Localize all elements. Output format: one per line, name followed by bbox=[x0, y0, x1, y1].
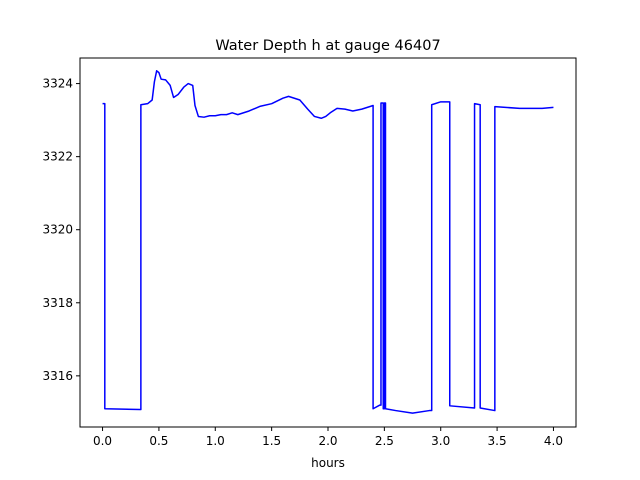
x-tick-label: 1.0 bbox=[206, 434, 225, 448]
y-axis: 3316 3318 3320 3322 3324 bbox=[42, 77, 80, 383]
x-tick-label: 0.0 bbox=[93, 434, 112, 448]
x-tick-label: 0.5 bbox=[149, 434, 168, 448]
x-tick-label: 1.5 bbox=[262, 434, 281, 448]
y-tick-label: 3318 bbox=[42, 296, 73, 310]
x-tick-label: 2.5 bbox=[375, 434, 394, 448]
y-tick-label: 3320 bbox=[42, 223, 73, 237]
x-tick-label: 3.5 bbox=[488, 434, 507, 448]
y-tick-label: 3316 bbox=[42, 369, 73, 383]
x-tick-label: 2.0 bbox=[318, 434, 337, 448]
x-axis: 0.0 0.5 1.0 1.5 2.0 2.5 3.0 3.5 4.0 bbox=[93, 427, 563, 448]
x-tick-label: 3.0 bbox=[431, 434, 450, 448]
x-axis-label: hours bbox=[311, 456, 345, 470]
chart-title: Water Depth h at gauge 46407 bbox=[215, 38, 440, 54]
y-tick-label: 3324 bbox=[42, 77, 73, 91]
y-tick-label: 3322 bbox=[42, 150, 73, 164]
x-tick-label: 4.0 bbox=[544, 434, 563, 448]
series-line bbox=[102, 70, 554, 414]
